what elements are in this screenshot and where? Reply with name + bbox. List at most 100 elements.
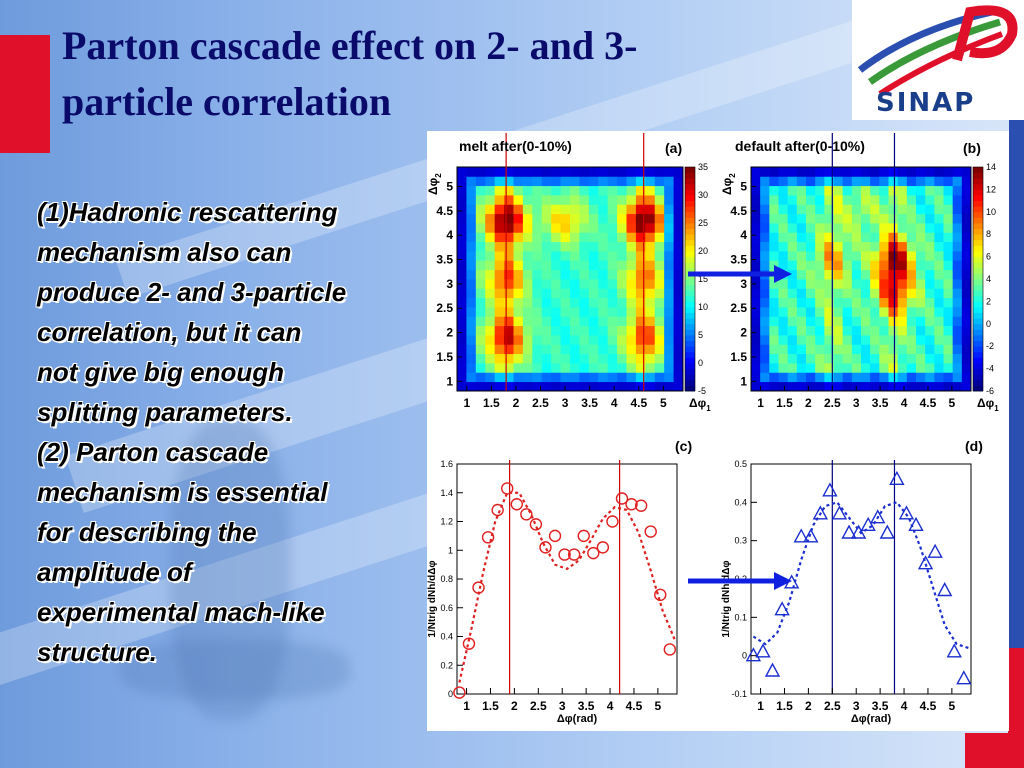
- heatmap-cell: [760, 251, 770, 261]
- heatmap-cell: [861, 213, 871, 224]
- heatmap-cell: [617, 260, 627, 271]
- heatmap-cell: [504, 213, 514, 224]
- heatmap-cell: [626, 269, 637, 280]
- body-line: for describing the: [37, 517, 257, 547]
- heatmap-cell: [617, 213, 627, 224]
- body-line: experimental mach-like: [37, 597, 325, 627]
- colorbar-segment: [685, 217, 695, 224]
- heatmap-cell: [751, 288, 761, 299]
- heatmap-cell: [943, 363, 954, 373]
- colorbar-segment: [973, 251, 983, 257]
- heatmap-cell: [654, 223, 665, 233]
- heatmap-cell: [943, 325, 954, 336]
- heatmap-cell: [824, 353, 834, 364]
- heatmap-cell: [870, 297, 880, 308]
- heatmap-cell: [824, 251, 834, 261]
- heatmap-cell: [513, 269, 524, 280]
- heatmap-cell: [906, 269, 917, 280]
- heatmap-cell: [842, 316, 853, 327]
- heatmap-cell: [888, 204, 899, 215]
- heatmap-cell: [466, 223, 477, 233]
- heatmap-cell: [617, 176, 627, 187]
- colorbar-segment: [685, 379, 695, 386]
- colorbar-segment: [973, 312, 983, 319]
- heatmap-cell: [607, 185, 618, 196]
- heatmap-cell: [494, 288, 505, 299]
- colorbar-segment: [973, 284, 983, 291]
- data-point: [927, 543, 943, 558]
- heatmap-cell: [796, 241, 807, 252]
- heatmap-cell: [466, 195, 477, 205]
- heatmap-cell: [925, 288, 935, 299]
- heatmap-cell: [626, 213, 637, 224]
- heatmap-cell: [673, 381, 684, 392]
- heatmap-cell: [778, 363, 789, 373]
- data-point: [755, 643, 771, 658]
- x-tick-label: 1: [463, 396, 470, 410]
- heatmap-cell: [598, 260, 609, 271]
- heatmap-cell: [824, 167, 834, 177]
- heatmap-cell: [673, 176, 684, 187]
- colorbar-segment: [973, 228, 983, 235]
- heatmap-cell: [824, 232, 834, 243]
- heatmap-cell: [943, 167, 954, 177]
- heatmap-cell: [560, 204, 571, 215]
- heatmap-cell: [522, 241, 533, 252]
- heatmap-cell: [654, 307, 665, 317]
- heatmap-cell: [598, 213, 609, 224]
- heatmap-cell: [635, 260, 646, 271]
- heatmap-cell: [570, 185, 580, 196]
- colorbar-segment: [685, 211, 695, 218]
- heatmap-cell: [513, 185, 524, 196]
- heatmap-cell: [570, 251, 580, 261]
- heatmap-cell: [673, 335, 684, 345]
- heatmap-cell: [532, 279, 543, 289]
- heatmap-cell: [833, 325, 844, 336]
- heatmap-cell: [485, 307, 496, 317]
- heatmap-cell: [760, 185, 770, 196]
- heatmap-cell: [842, 372, 853, 383]
- heatmap-cell: [504, 381, 514, 392]
- heatmap-cell: [769, 204, 779, 215]
- heatmap-cell: [769, 307, 779, 317]
- heatmap-cell: [806, 325, 816, 336]
- colorbar-tick-label: -6: [986, 386, 994, 396]
- heatmap-cell: [541, 269, 552, 280]
- heatmap-cell: [570, 288, 580, 299]
- heatmap-cell: [485, 335, 496, 345]
- colorbar-segment: [685, 357, 695, 364]
- heatmap-cell: [522, 316, 533, 327]
- heatmap-cell: [888, 381, 899, 392]
- colorbar-segment: [685, 228, 695, 235]
- data-point: [850, 524, 867, 539]
- heatmap-cell: [475, 232, 486, 243]
- heatmap-cell: [457, 204, 467, 215]
- heatmap-cell: [796, 260, 807, 271]
- heatmap-cell: [934, 297, 944, 308]
- heatmap-cell: [897, 260, 908, 271]
- heatmap-cell: [888, 232, 899, 243]
- heatmap-cell: [760, 223, 770, 233]
- heatmap-cell: [961, 363, 972, 373]
- heatmap-cell: [870, 325, 880, 336]
- colorbar-segment: [685, 200, 695, 207]
- heatmap-cell: [635, 353, 646, 364]
- heatmap-cell: [457, 325, 467, 336]
- heatmap-cell: [943, 260, 954, 271]
- colorbar-tick-label: 4: [986, 274, 991, 284]
- heatmap-cell: [897, 353, 908, 364]
- heatmap-cell: [916, 204, 926, 215]
- heatmap-cell: [934, 204, 944, 215]
- heatmap-cell: [551, 288, 561, 299]
- background-skater-shadow: [120, 640, 350, 700]
- x-tick-label: 4.5: [920, 699, 937, 713]
- colorbar-tick-label: -5: [698, 386, 706, 396]
- heatmap-cell: [664, 260, 674, 271]
- heatmap-cell: [916, 167, 926, 177]
- heatmap-cell: [861, 353, 871, 364]
- heatmap-cell: [952, 167, 963, 177]
- heatmap-cell: [906, 353, 917, 364]
- heatmap-cell: [842, 167, 853, 177]
- heatmap-cell: [541, 176, 552, 187]
- heatmap-cell: [617, 204, 627, 215]
